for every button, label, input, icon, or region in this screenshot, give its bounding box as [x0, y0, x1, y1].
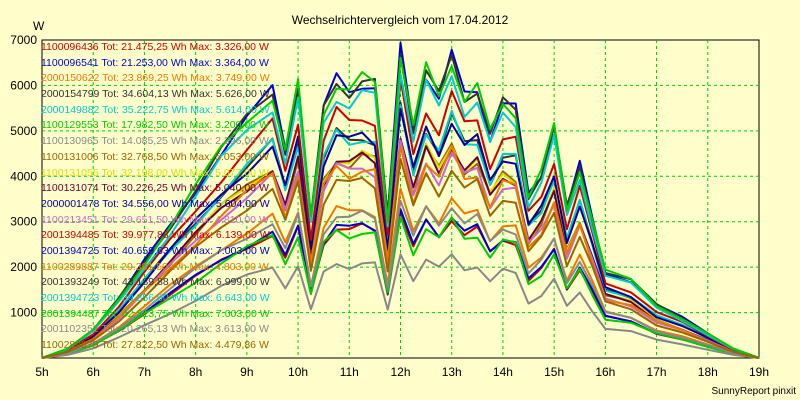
- y-tick-label: 3000: [10, 215, 37, 229]
- x-tick-label: 7h: [138, 365, 151, 379]
- series-line-2000001478: [41, 107, 760, 359]
- series-lines: [41, 41, 760, 359]
- y-tick-label: 1000: [10, 306, 37, 320]
- series-line-2001394485: [41, 78, 760, 359]
- legend-entry: 2000001478 Tot: 34.556,00 Wh Max: 5.604,…: [41, 197, 270, 210]
- x-tick-label: 11h: [340, 365, 359, 379]
- y-tick-label: 6000: [10, 78, 37, 92]
- series-line-1100289879: [41, 157, 760, 359]
- series-line-1100213451: [41, 139, 760, 359]
- legend-entry: 2001394485 Tot: 39.977,88 Wh Max: 6.139,…: [41, 229, 270, 242]
- legend-entry: 1100213451 Tot: 29.651,50 Wh Max: 4.810,…: [41, 213, 269, 226]
- series-line-2001394487: [41, 56, 760, 359]
- legend-entry: 1100096541 Tot: 21.253,00 Wh Max: 3.364,…: [41, 56, 269, 69]
- x-axis-ticks: 5h 6h 7h 8h 9h 10h 11h 12h 13h 14h 15h 16h 17h 18h 19h: [35, 365, 769, 379]
- y-tick-label: 5000: [10, 124, 37, 138]
- legend-entry: 1100131074 Tot: 30.226,25 Wh Max: 5.040,…: [41, 182, 269, 195]
- legend: 1100096436 Tot: 21.475,25 Wh Max: 3.326,…: [41, 40, 270, 354]
- legend-entry: 2000149882 Tot: 35.222,75 Wh Max: 5.614,…: [41, 103, 270, 116]
- x-tick-label: 16h: [595, 365, 615, 379]
- legend-entry: 2000154799 Tot: 34.604,13 Wh Max: 5.626,…: [41, 88, 270, 101]
- series-line-1100129553: [41, 215, 760, 359]
- x-tick-label: 14h: [493, 365, 513, 379]
- x-tick-label: 15h: [544, 365, 564, 379]
- x-tick-label: 6h: [87, 365, 100, 379]
- footer-credit: SunnyReport pinxit: [712, 386, 797, 397]
- series-line-1100096541: [41, 208, 760, 359]
- x-tick-label: 19h: [749, 365, 769, 379]
- series-line-2001394723: [41, 73, 760, 359]
- x-tick-label: 8h: [189, 365, 202, 379]
- y-axis-ticks: 1000 2000 3000 4000 5000 6000 7000: [10, 33, 37, 320]
- y-tick-label: 4000: [10, 169, 37, 183]
- x-tick-label: 12h: [390, 365, 410, 379]
- legend-entry: 2001394725 Tot: 40.659,63 Wh Max: 7.003,…: [41, 244, 270, 257]
- legend-entry: 1100096436 Tot: 21.475,25 Wh Max: 3.326,…: [41, 41, 269, 53]
- legend-entry: 2001394487 Tot: 42.313,75 Wh Max: 7.003,…: [41, 307, 270, 320]
- legend-entry: 1100131055 Tot: 32.198,00 Wh Max: 5.077,…: [41, 166, 269, 179]
- x-tick-label: 5h: [35, 365, 48, 379]
- legend-entry: 1100131006 Tot: 32.768,50 Wh Max: 5.053,…: [41, 150, 269, 163]
- legend-entry: 1100289887 Tot: 29.381,50 Wh Max: 4.803,…: [41, 260, 269, 273]
- series-line-2001102352: [41, 199, 760, 359]
- x-tick-label: 10h: [288, 365, 308, 379]
- legend-entry: 2000150622 Tot: 23.869,25 Wh Max: 3.749,…: [41, 72, 270, 85]
- series-line-1100130965: [41, 253, 760, 359]
- y-axis-label: W: [33, 19, 45, 33]
- legend-entry: 2001102352 Tot: 20.265,13 Wh Max: 3.613,…: [41, 323, 269, 336]
- x-tick-label: 13h: [442, 365, 462, 379]
- legend-entry: 1100289879 Tot: 27.822,50 Wh Max: 4.479,…: [41, 339, 269, 352]
- x-tick-label: 17h: [647, 365, 667, 379]
- legend-entry: 1100130965 Tot: 14.085,25 Wh Max: 2.396,…: [41, 135, 269, 148]
- legend-entry: 2001393249 Tot: 43.189,88 Wh Max: 6.999,…: [41, 276, 270, 289]
- y-tick-label: 7000: [10, 33, 37, 47]
- y-tick-label: 2000: [10, 260, 37, 274]
- x-tick-label: 9h: [240, 365, 253, 379]
- chart-title: Wechselrichtervergleich vom 17.04.2012: [292, 13, 509, 27]
- x-tick-label: 18h: [698, 365, 718, 379]
- legend-entry: 2001394723 Tot: 39.856,00 Wh Max: 6.643,…: [41, 292, 270, 304]
- legend-entry: 1100129553 Tot: 17.982,50 Wh Max: 3.200,…: [41, 119, 269, 132]
